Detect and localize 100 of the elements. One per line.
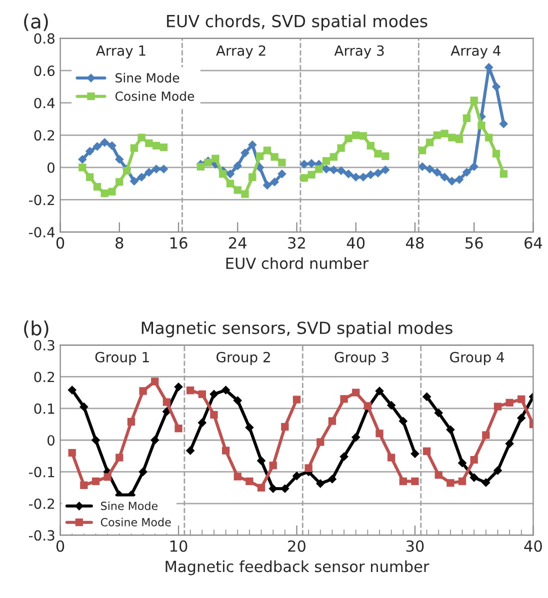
point: [139, 387, 147, 395]
point: [130, 144, 138, 152]
point: [160, 164, 168, 174]
annotation: Array 2: [216, 45, 266, 59]
point: [374, 150, 382, 158]
point: [399, 478, 407, 486]
point: [150, 436, 159, 444]
point: [292, 396, 301, 404]
point: [352, 131, 360, 139]
x-tick-label: 64: [524, 237, 542, 249]
point: [440, 130, 448, 138]
point: [137, 172, 146, 182]
point: [234, 186, 242, 194]
point: [381, 166, 390, 174]
point: [340, 452, 348, 461]
point: [364, 402, 372, 410]
point: [359, 172, 368, 182]
x-tick-label: 24: [229, 237, 246, 248]
point: [300, 174, 308, 182]
point: [448, 134, 456, 142]
point: [433, 168, 442, 176]
annotation: Array 4: [450, 46, 500, 59]
point: [256, 163, 264, 172]
point: [80, 402, 88, 411]
y-tick-label: -0.3: [29, 530, 54, 541]
point: [145, 139, 153, 148]
point: [186, 446, 194, 455]
point: [462, 114, 471, 122]
point: [292, 472, 301, 480]
legend-label: Cosine Mode: [115, 91, 194, 101]
point: [455, 175, 464, 184]
point: [494, 402, 502, 410]
x-tick-label: 48: [406, 237, 424, 249]
point: [186, 386, 194, 394]
point: [340, 395, 348, 403]
point: [492, 82, 500, 91]
point: [263, 181, 272, 190]
point: [144, 168, 154, 176]
point: [506, 398, 514, 407]
point: [337, 144, 345, 152]
point: [458, 458, 466, 468]
point: [246, 478, 254, 486]
point: [174, 382, 183, 392]
x-tick-label: 40: [346, 237, 365, 249]
point: [116, 454, 124, 462]
point: [411, 478, 419, 486]
point: [352, 172, 360, 182]
point: [478, 122, 486, 130]
point: [234, 472, 242, 480]
point: [248, 173, 256, 181]
y-tick-label: -0.2: [29, 498, 54, 509]
point: [433, 131, 441, 139]
point: [198, 418, 206, 427]
point: [315, 165, 323, 173]
point: [263, 146, 272, 154]
legend-label: Cosine Mode: [100, 518, 171, 526]
point: [446, 426, 455, 434]
point: [518, 395, 526, 404]
point: [68, 448, 76, 457]
point: [455, 135, 464, 144]
y-tick-label: -0.2: [29, 194, 54, 206]
point: [78, 164, 86, 172]
point: [138, 134, 146, 142]
point: [387, 401, 396, 410]
point: [100, 138, 109, 147]
point: [440, 172, 449, 182]
point: [210, 410, 218, 419]
point: [269, 462, 277, 470]
y-tick-label: 0.4: [34, 98, 55, 108]
point: [152, 164, 160, 174]
y-tick-label: -0.1: [29, 466, 54, 478]
text: (a): [24, 14, 48, 31]
point: [222, 386, 230, 394]
point: [248, 140, 257, 149]
chart-title: EUV chords, SVD spatial modes: [167, 14, 428, 31]
point: [278, 158, 286, 166]
y-tick-label: 0: [48, 435, 54, 446]
point: [418, 146, 426, 154]
y-tick-label: 0.2: [34, 372, 54, 382]
point: [162, 398, 171, 406]
point: [434, 408, 443, 418]
x-tick-label: 30: [406, 540, 424, 552]
point: [270, 153, 278, 161]
point: [418, 162, 426, 171]
y-tick-label: 0.8: [34, 33, 54, 44]
y-tick-label: -0.4: [29, 226, 55, 238]
point: [222, 446, 230, 454]
point: [375, 386, 384, 396]
y-tick-label: 0.2: [34, 130, 54, 141]
point: [108, 142, 116, 150]
point: [257, 456, 266, 465]
point: [115, 155, 124, 164]
annotation: Group 1: [95, 352, 149, 366]
point: [116, 178, 124, 186]
point: [152, 142, 160, 150]
annotation: Group 4: [450, 352, 504, 366]
point: [212, 154, 220, 162]
point: [100, 189, 108, 198]
point: [434, 471, 442, 479]
point: [492, 150, 500, 158]
